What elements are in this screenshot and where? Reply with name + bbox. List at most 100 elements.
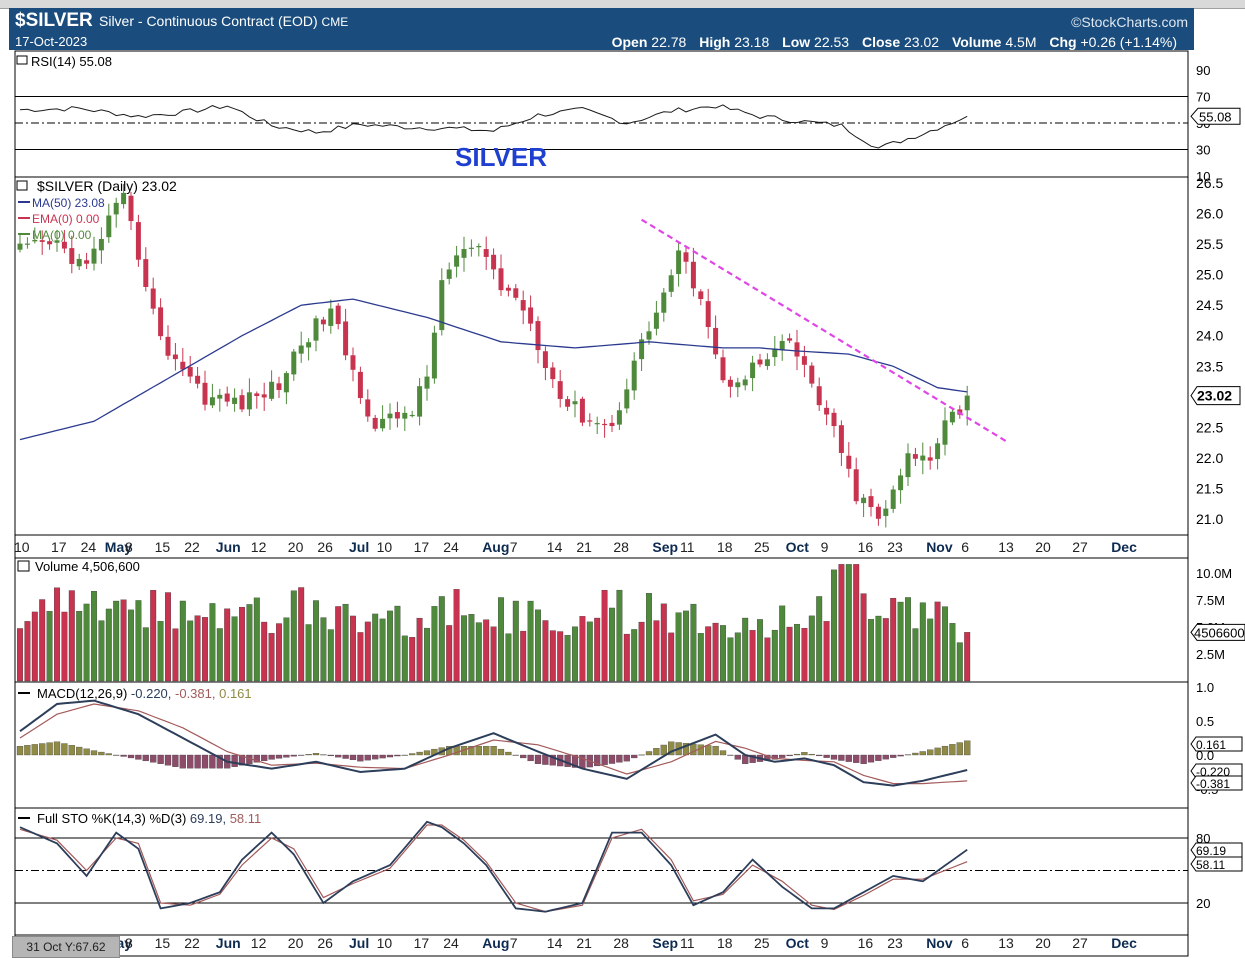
price-candle [683,252,689,262]
price-candle [816,386,822,406]
price-candle [698,291,704,300]
volume-bar [446,625,453,682]
close-value: 23.02 [904,34,940,50]
date-tick-top: 20 [1035,539,1051,555]
volume-bar [335,606,342,682]
volume-bar [490,626,497,682]
macd-histogram-bar [238,754,246,766]
volume-bar [483,619,490,682]
volume-bar [720,625,726,682]
macd-histogram-bar [298,754,305,756]
volume-bar [868,619,874,682]
price-candle [98,238,104,251]
volume-bar [794,623,800,682]
macd-histogram-bar [653,748,660,756]
volume-bar [905,597,911,682]
macd-histogram-bar [261,754,268,762]
brand-logo[interactable]: ©StockCharts.com [1071,14,1188,30]
price-candle [172,354,178,360]
macd-histogram-bar [157,754,164,764]
price-candle [905,453,911,478]
date-tick-top: 10 [14,539,30,555]
price-candle [920,455,926,461]
date-tick-bottom: Jul [349,935,369,951]
rsi-line [19,104,968,149]
macd-histogram-bar [290,754,297,757]
volume-bar [609,607,615,682]
macd-histogram-bar [327,754,334,757]
price-candle [402,412,408,419]
date-tick-top: 27 [1072,539,1088,555]
macd-histogram-bar [275,754,283,759]
macd-line [19,699,968,787]
trendline [641,218,1010,444]
macd-histogram-bar [364,754,371,761]
volume-bar [949,623,956,682]
macd-histogram-bar [68,745,75,756]
macd-histogram-bar [490,746,497,756]
price-candle [439,280,445,331]
date-tick-bottom: 22 [184,935,200,951]
volume-bar [934,601,941,682]
crosshair-readout: 31 Oct Y:67.62 [12,936,120,958]
volume-bar [823,621,830,682]
volume-bar [416,617,423,682]
volume-bar [712,622,719,682]
volume-bar [757,619,763,682]
macd-histogram-bar [594,754,601,767]
date-tick-top: Jun [216,539,241,555]
macd-histogram-bar [31,744,38,756]
price-candle [106,215,112,238]
volume-bar [542,620,549,682]
price-candle [180,361,186,370]
volume-bar [401,635,408,682]
macd-histogram-bar [379,754,386,759]
volume-bar [705,626,712,682]
price-candle [631,360,637,391]
macd-histogram-bar [749,754,756,763]
volume-bar [194,615,201,682]
ma50-legend-text: MA(50) 23.08 [32,196,105,210]
volume-bar [409,637,416,682]
macd-histogram-bar [875,754,882,761]
volume-bar [216,628,223,682]
price-candle [84,260,90,264]
volume-bar [875,615,882,682]
price-candle [446,269,452,279]
macd-histogram-bar [497,748,505,756]
rsi-legend-swatch [16,55,28,65]
date-tick-bottom: 24 [443,935,459,951]
date-tick-top: May [105,539,132,555]
price-candle [276,383,282,390]
sto-d-line [19,824,968,913]
macd-current-label: -0.381 [1196,777,1230,791]
volume-bar [98,620,105,682]
volume-bar [964,632,971,682]
price-candle [824,407,830,415]
ma0-legend-text: MA(0) 0.00 [32,228,92,242]
date-tick-bottom: 23 [887,935,903,951]
price-candle [772,348,778,358]
price-candle [261,394,267,398]
macd-histogram-bar [142,754,149,762]
price-tick-label: 25.0 [1196,267,1223,283]
price-candle [343,321,349,356]
date-tick-top: Oct [786,539,810,555]
date-tick-bottom: 10 [377,935,393,951]
macd-tick-label: 1.0 [1196,680,1214,695]
date-tick-top: 10 [377,539,393,555]
macd-histogram-bar [194,754,201,769]
volume-bar [438,596,445,682]
volume-bar [268,633,275,682]
volume-bar [838,564,845,682]
volume-tick-label: 2.5M [1196,647,1225,662]
date-tick-top: 12 [251,539,267,555]
macd-legend-part: 0.161 [219,686,252,701]
volume-value: 4.5M [1005,34,1037,50]
volume-bar [690,603,697,682]
sto-current-label: 69.19 [1196,844,1226,858]
date-tick-bottom: 16 [858,935,874,951]
price-candle [528,307,534,324]
low-value: 22.53 [814,34,850,50]
